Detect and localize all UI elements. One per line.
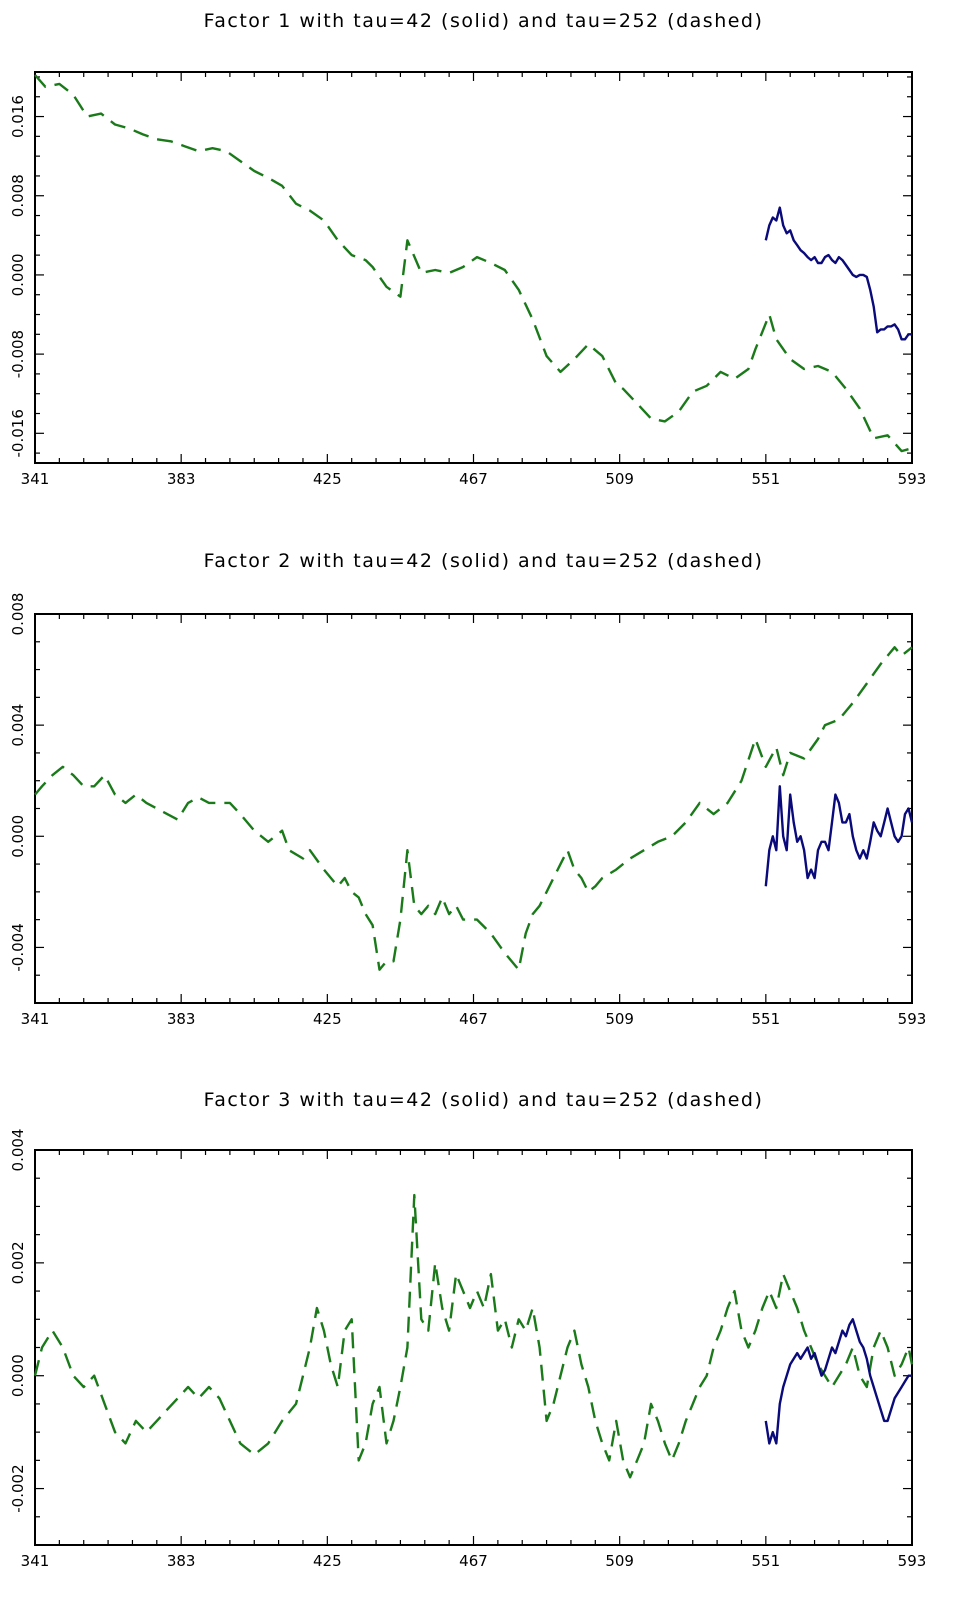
y-tick-label: -0.004: [9, 923, 27, 971]
plot-frame: [34, 71, 913, 464]
series-line-tau-252-dashed: [34, 74, 913, 453]
series-line-tau-252-dashed: [34, 646, 913, 971]
x-tick-label: 467: [459, 470, 488, 488]
y-tick-label: 0.000: [9, 1354, 27, 1397]
x-tick-label: 383: [167, 470, 196, 488]
chart-title: Factor 2 with tau=42 (solid) and tau=252…: [204, 550, 764, 572]
x-tick-label: 467: [459, 1010, 488, 1028]
x-tick-label: 341: [21, 1010, 50, 1028]
x-tick-label: 509: [605, 1552, 634, 1570]
y-tick-label: 0.016: [9, 95, 27, 138]
series-line-tau-42-solid: [764, 206, 912, 341]
x-tick-label: 341: [21, 1552, 50, 1570]
x-tick-label: 341: [21, 470, 50, 488]
y-tick-label: -0.002: [9, 1464, 27, 1512]
series-line-tau-42-solid: [764, 785, 914, 887]
y-tick-label: 0.004: [9, 1129, 27, 1172]
y-tick-label: 0.008: [9, 174, 27, 217]
x-tick-label: 425: [313, 1552, 342, 1570]
x-tick-label: 509: [605, 1010, 634, 1028]
x-tick-label: 593: [898, 1010, 927, 1028]
y-tick-label: -0.008: [9, 330, 27, 378]
x-tick-label: 593: [898, 470, 927, 488]
series-line-tau-252-dashed: [33, 1193, 914, 1479]
y-tick-label: -0.016: [9, 409, 27, 457]
x-tick-label: 551: [752, 470, 781, 488]
y-tick-label: 0.002: [9, 1241, 27, 1284]
y-tick-label: 0.000: [9, 815, 27, 858]
y-tick-label: 0.004: [9, 704, 27, 747]
x-tick-label: 509: [605, 470, 634, 488]
x-tick-label: 551: [752, 1010, 781, 1028]
chart-panel-2: Factor 2 with tau=42 (solid) and tau=252…: [9, 550, 926, 1028]
x-tick-label: 593: [898, 1552, 927, 1570]
chart-panel-1: Factor 1 with tau=42 (solid) and tau=252…: [9, 10, 926, 488]
x-tick-label: 383: [167, 1552, 196, 1570]
x-tick-label: 425: [313, 470, 342, 488]
y-tick-label: 0.008: [9, 593, 27, 636]
y-tick-label: 0.000: [9, 253, 27, 296]
chart-title: Factor 3 with tau=42 (solid) and tau=252…: [204, 1089, 764, 1111]
chart-panel-3: Factor 3 with tau=42 (solid) and tau=252…: [9, 1089, 926, 1570]
x-tick-label: 551: [752, 1552, 781, 1570]
chart-title: Factor 1 with tau=42 (solid) and tau=252…: [204, 10, 764, 32]
x-tick-label: 467: [459, 1552, 488, 1570]
plot-frame: [34, 1149, 913, 1546]
x-tick-label: 383: [167, 1010, 196, 1028]
series-line-tau-42-solid: [764, 1318, 912, 1445]
x-tick-label: 425: [313, 1010, 342, 1028]
